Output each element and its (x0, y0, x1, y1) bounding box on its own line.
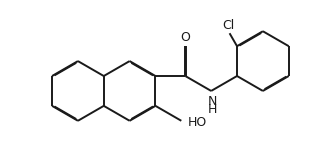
Text: Cl: Cl (222, 19, 234, 32)
Text: O: O (180, 31, 190, 44)
Text: HO: HO (187, 116, 206, 129)
Text: H: H (208, 103, 217, 116)
Text: N: N (208, 95, 217, 108)
